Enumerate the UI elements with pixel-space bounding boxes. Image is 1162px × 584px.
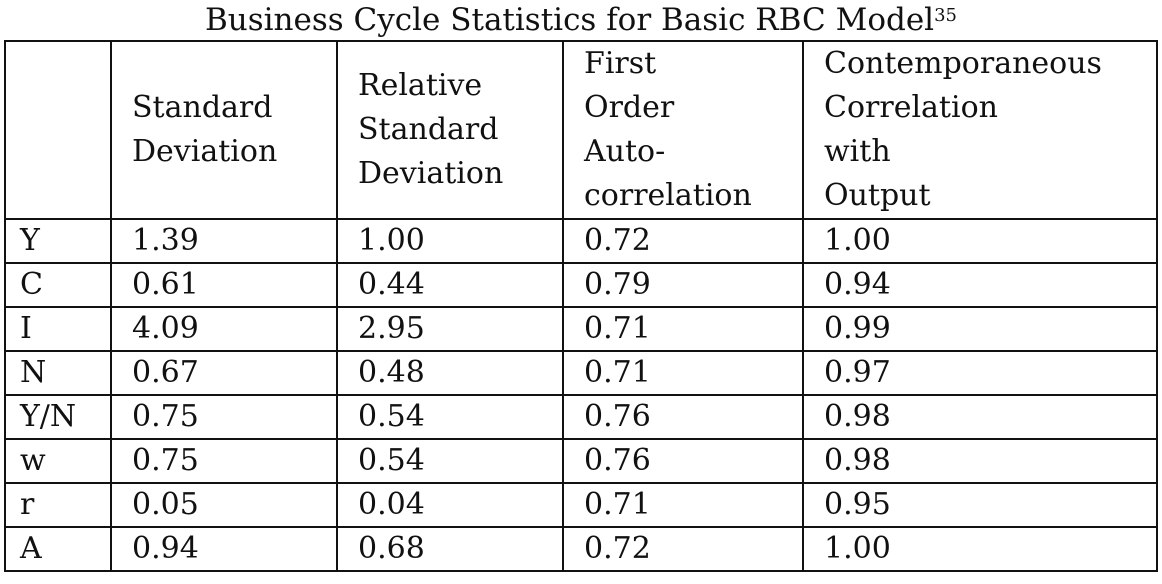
row-label: Y [4,218,112,264]
header-relative-standard-deviation: Relative Standard Deviation [336,40,564,220]
cell-relative-standard-deviation: 0.48 [336,350,564,396]
table-row: Y 1.39 1.00 0.72 1.00 [4,218,1158,264]
table-row: w 0.75 0.54 0.76 0.98 [4,438,1158,484]
table-row: A 0.94 0.68 0.72 1.00 [4,526,1158,572]
row-label: w [4,438,112,484]
cell-correlation-with-output: 0.97 [802,350,1158,396]
row-label: C [4,262,112,308]
cell-standard-deviation: 4.09 [110,306,338,352]
cell-autocorrelation: 0.71 [562,306,804,352]
cell-relative-standard-deviation: 2.95 [336,306,564,352]
row-label: r [4,482,112,528]
header-line: Auto- [584,134,666,169]
cell-standard-deviation: 1.39 [110,218,338,264]
header-contemporaneous-correlation: Contemporaneous Correlation with Output [802,40,1158,220]
cell-standard-deviation: 0.94 [110,526,338,572]
header-line: Standard [132,90,273,125]
cell-autocorrelation: 0.79 [562,262,804,308]
cell-correlation-with-output: 1.00 [802,218,1158,264]
header-line: correlation [584,178,752,213]
table-row: r 0.05 0.04 0.71 0.95 [4,482,1158,528]
header-standard-deviation: Standard Deviation [110,40,338,220]
cell-autocorrelation: 0.71 [562,350,804,396]
cell-relative-standard-deviation: 1.00 [336,218,564,264]
cell-relative-standard-deviation: 0.44 [336,262,564,308]
row-label: A [4,526,112,572]
header-line: Relative [358,68,483,103]
corner-cell [4,40,112,220]
cell-autocorrelation: 0.71 [562,482,804,528]
cell-relative-standard-deviation: 0.54 [336,438,564,484]
header-row: Standard Deviation Relative Standard Dev… [4,40,1158,220]
header-line: with [824,134,891,169]
header-line: Standard [358,112,499,147]
header-line: Contemporaneous [824,46,1102,81]
header-first-order-autocorrelation: First Order Auto- correlation [562,40,804,220]
table-row: N 0.67 0.48 0.71 0.97 [4,350,1158,396]
cell-standard-deviation: 0.75 [110,394,338,440]
cell-autocorrelation: 0.76 [562,438,804,484]
cell-autocorrelation: 0.76 [562,394,804,440]
header-line: Deviation [132,134,278,169]
row-label: Y/N [4,394,112,440]
business-cycle-statistics-table: Standard Deviation Relative Standard Dev… [4,40,1158,572]
cell-standard-deviation: 0.61 [110,262,338,308]
cell-standard-deviation: 0.67 [110,350,338,396]
cell-autocorrelation: 0.72 [562,526,804,572]
table-row: Y/N 0.75 0.54 0.76 0.98 [4,394,1158,440]
header-line: Order [584,90,675,125]
cell-relative-standard-deviation: 0.68 [336,526,564,572]
cell-standard-deviation: 0.05 [110,482,338,528]
cell-relative-standard-deviation: 0.04 [336,482,564,528]
cell-correlation-with-output: 0.98 [802,394,1158,440]
cell-correlation-with-output: 0.95 [802,482,1158,528]
row-label: N [4,350,112,396]
cell-standard-deviation: 0.75 [110,438,338,484]
header-line: Output [824,178,931,213]
table-caption: Business Cycle Statistics for Basic RBC … [0,0,1162,40]
cell-correlation-with-output: 1.00 [802,526,1158,572]
header-line: First [584,46,657,81]
row-label: I [4,306,112,352]
caption-text: Business Cycle Statistics for Basic RBC … [204,2,935,38]
table-row: C 0.61 0.44 0.79 0.94 [4,262,1158,308]
header-line: Deviation [358,156,504,191]
cell-correlation-with-output: 0.94 [802,262,1158,308]
cell-relative-standard-deviation: 0.54 [336,394,564,440]
table-row: I 4.09 2.95 0.71 0.99 [4,306,1158,352]
cell-correlation-with-output: 0.98 [802,438,1158,484]
cell-correlation-with-output: 0.99 [802,306,1158,352]
header-line: Correlation [824,90,998,125]
footnote-marker: 35 [934,5,957,26]
cell-autocorrelation: 0.72 [562,218,804,264]
